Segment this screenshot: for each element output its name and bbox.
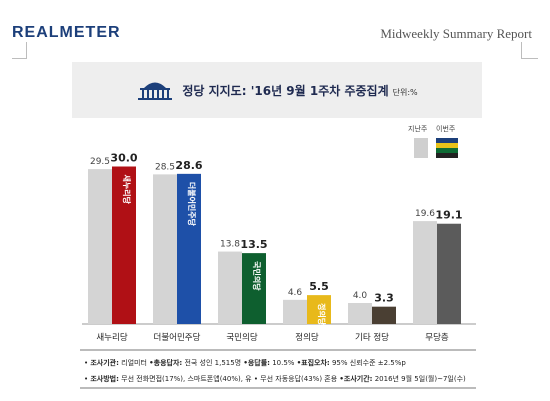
brand-logo: REALMETER	[12, 24, 121, 41]
party-logo-text-3: 국민의당	[252, 261, 262, 291]
footer-key-respondents: •총응답자:	[149, 359, 183, 367]
footer-period: 2016년 9월 5일(월)~7일(수)	[374, 375, 466, 383]
category-label-5: 기타 정당	[355, 332, 389, 343]
corner-mark-right	[521, 42, 522, 58]
party-logo-text-2: 더불어민주당	[187, 182, 197, 227]
chart-card: 정당 지지도: '16년 9월 1주차 주중집계 단위:% 지난주 이번주 29.…	[72, 62, 482, 392]
bar-curr-4	[307, 295, 331, 324]
bar-prev-4	[283, 299, 307, 324]
chart-title-bar: 정당 지지도: '16년 9월 1주차 주중집계 단위:%	[72, 62, 482, 118]
corner-mark-left	[26, 42, 27, 58]
data-label-prev-6: 19.6	[415, 209, 435, 219]
category-label-2: 더불어민주당	[154, 332, 201, 343]
data-label-prev-4: 4.6	[288, 288, 303, 298]
footer-key-period: •조사기간:	[339, 375, 373, 383]
bar-curr-1	[112, 166, 136, 324]
data-label-curr-2: 28.6	[175, 159, 202, 172]
bar-curr-6	[437, 223, 461, 324]
party-logo-text-4: 정의당	[317, 303, 327, 326]
footer-line-2: • 조사방법: 무선 전화면접(17%), 스마트폰앱(40%), 유 • 무선…	[84, 375, 466, 383]
report-title: Midweekly Summary Report	[380, 26, 532, 41]
bar-prev-5	[348, 303, 372, 324]
legend-prev-label: 지난주	[408, 125, 428, 133]
footer-line-1: • 조사기관: 리얼미터 •총응답자: 전국 성인 1,515명 •응답률: 1…	[84, 359, 406, 367]
data-label-curr-1: 30.0	[110, 152, 137, 165]
footer-response-rate: 10.5%	[272, 359, 295, 367]
bar-curr-5	[372, 306, 396, 324]
footer-key-margin: •표집오차:	[296, 359, 330, 367]
category-label-6: 무당층	[425, 332, 449, 343]
chart-unit: 단위:%	[392, 87, 418, 97]
bar-prev-3	[218, 251, 242, 324]
legend-curr-label: 이번주	[436, 125, 456, 133]
corner-mark-right-h	[521, 58, 538, 59]
corner-mark-left-h	[12, 58, 27, 59]
bar-curr-3	[242, 253, 266, 324]
data-label-curr-5: 3.3	[374, 292, 394, 305]
footer-respondents: 전국 성인 1,515명	[184, 359, 242, 367]
data-label-curr-3: 13.5	[240, 238, 267, 251]
bar-prev-6	[413, 221, 437, 324]
legend-curr-swatch	[436, 138, 458, 158]
data-label-prev-3: 13.8	[220, 240, 240, 250]
data-label-prev-1: 29.5	[90, 157, 110, 167]
data-label-curr-4: 5.5	[309, 280, 329, 293]
party-logo-text-1: 새누리당	[122, 175, 132, 205]
footer-method: 무선 전화면접(17%), 스마트폰앱(40%), 유 • 무선 자동응답(43…	[121, 375, 338, 383]
data-label-prev-5: 4.0	[353, 291, 368, 301]
assembly-building-icon	[138, 82, 173, 100]
bar-prev-1	[88, 169, 112, 324]
footer-agency: 리얼미터	[121, 359, 147, 367]
footer-margin: 95% 신뢰수준 ±2.5%p	[331, 359, 406, 367]
chart-title: 정당 지지도: '16년 9월 1주차 주중집계	[182, 83, 389, 98]
bar-prev-2	[153, 174, 177, 324]
footer-key-method: 조사방법:	[90, 375, 119, 383]
footer-key-response-rate: •응답률:	[243, 359, 270, 367]
category-label-4: 정의당	[295, 332, 319, 343]
data-label-curr-6: 19.1	[435, 209, 462, 222]
category-label-1: 새누리당	[96, 332, 127, 343]
legend-prev-swatch	[414, 138, 428, 158]
category-label-3: 국민의당	[226, 332, 257, 343]
data-label-prev-2: 28.5	[155, 162, 175, 172]
bar-curr-2	[177, 173, 201, 324]
chart-legend: 지난주 이번주	[408, 124, 478, 164]
footer-key-agency: 조사기관:	[90, 359, 119, 367]
